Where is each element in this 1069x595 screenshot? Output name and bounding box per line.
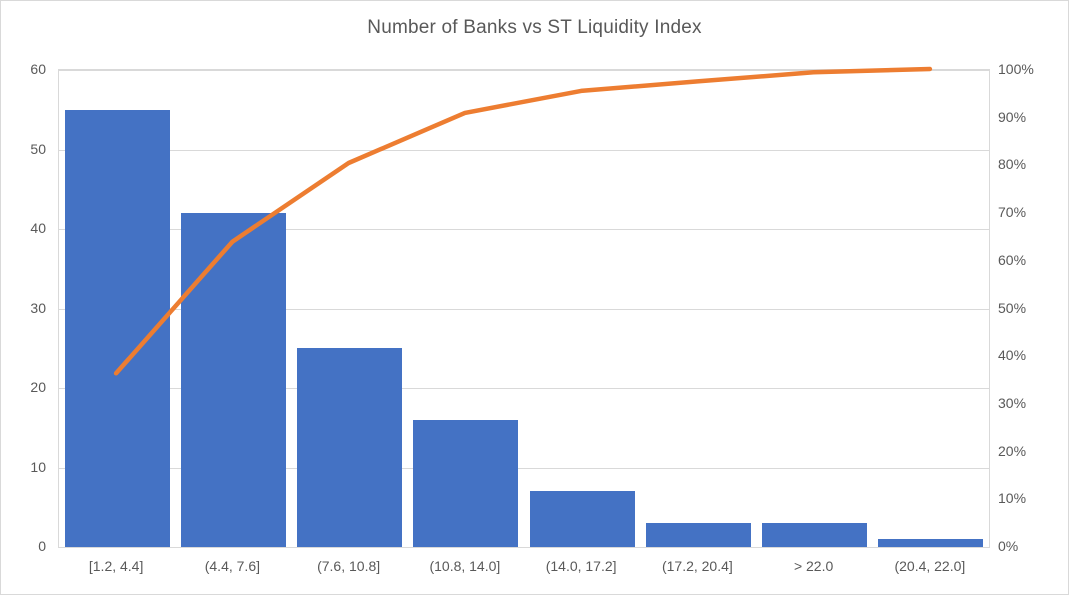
y-axis-right-label: 40% (998, 347, 1027, 364)
gridline (59, 70, 989, 71)
y-axis-left-label: 50 (30, 140, 46, 157)
x-axis-label: (10.8, 14.0] (429, 558, 501, 574)
gridline (59, 229, 989, 230)
gridline (59, 467, 989, 469)
chart-title: Number of Banks vs ST Liquidity Index (367, 17, 702, 38)
x-axis-label: (20.4, 22.0] (894, 558, 966, 574)
bar (180, 213, 286, 547)
y-axis-right-label: 70% (998, 204, 1027, 221)
bar (529, 491, 635, 547)
bar (297, 348, 403, 547)
x-axis-label: (4.4, 7.6] (204, 558, 260, 574)
bar (64, 109, 170, 547)
gridline (59, 388, 989, 389)
y-axis-right-label: 10% (998, 490, 1027, 507)
x-axis-label: (17.2, 20.4] (661, 558, 733, 574)
y-axis-right-label: 50% (998, 299, 1027, 316)
bar (878, 539, 984, 547)
y-axis-left-label: 20 (30, 379, 46, 395)
y-axis-left-label: 40 (30, 220, 46, 236)
x-axis-label: (7.6, 10.8] (317, 558, 381, 574)
y-axis-right-label: 60% (998, 251, 1027, 268)
y-axis-right-label: 100% (998, 61, 1034, 77)
gridline (59, 149, 989, 151)
plot-area (58, 69, 990, 548)
bar (413, 419, 519, 547)
gridline (59, 308, 989, 310)
y-axis-right-label: 0% (998, 538, 1019, 554)
y-axis-right-label: 90% (998, 108, 1027, 125)
cumulative-line (113, 66, 933, 376)
y-axis-left-label: 10 (30, 458, 46, 475)
x-axis-label: > 22.0 (793, 558, 834, 574)
bar (762, 523, 868, 547)
y-axis-right-label: 20% (998, 442, 1027, 459)
y-axis-left-label: 0 (38, 538, 46, 554)
x-axis-label: [1.2, 4.4] (88, 558, 144, 574)
y-axis-right-label: 30% (998, 394, 1027, 411)
y-axis-right-label: 80% (998, 156, 1027, 173)
y-axis-left-label: 30 (30, 299, 46, 316)
bar (645, 523, 751, 547)
y-axis-left-label: 60 (30, 61, 46, 77)
x-axis-label: (14.0, 17.2] (545, 558, 617, 574)
